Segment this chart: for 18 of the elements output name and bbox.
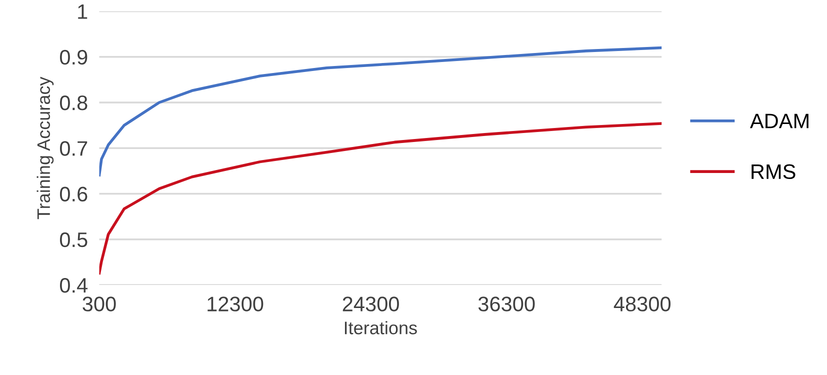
y-tick-label: 0.7 (60, 141, 88, 156)
y-axis-title: Training Accuracy (36, 76, 54, 220)
line-series (99, 122, 662, 275)
y-tick-label: 0.5 (60, 232, 88, 248)
x-tick-label: 48300 (614, 296, 671, 312)
y-tick-label: 0.9 (60, 50, 88, 65)
x-tick-label: 12300 (208, 296, 264, 312)
y-tick-label: 0.6 (60, 186, 88, 202)
x-tick-label: 24300 (342, 296, 399, 312)
legend-label: ADAM (750, 114, 808, 128)
x-tick-label: 36300 (478, 296, 535, 312)
x-axis-title: Iterations (344, 321, 417, 334)
y-tick-label: 0.4 (60, 278, 88, 293)
y-tick-label: 1 (78, 4, 88, 19)
legend-label: RMS (752, 164, 796, 180)
y-tick-label: 0.8 (60, 96, 88, 110)
x-tick-label: 300 (82, 296, 116, 312)
line-series (99, 46, 662, 176)
